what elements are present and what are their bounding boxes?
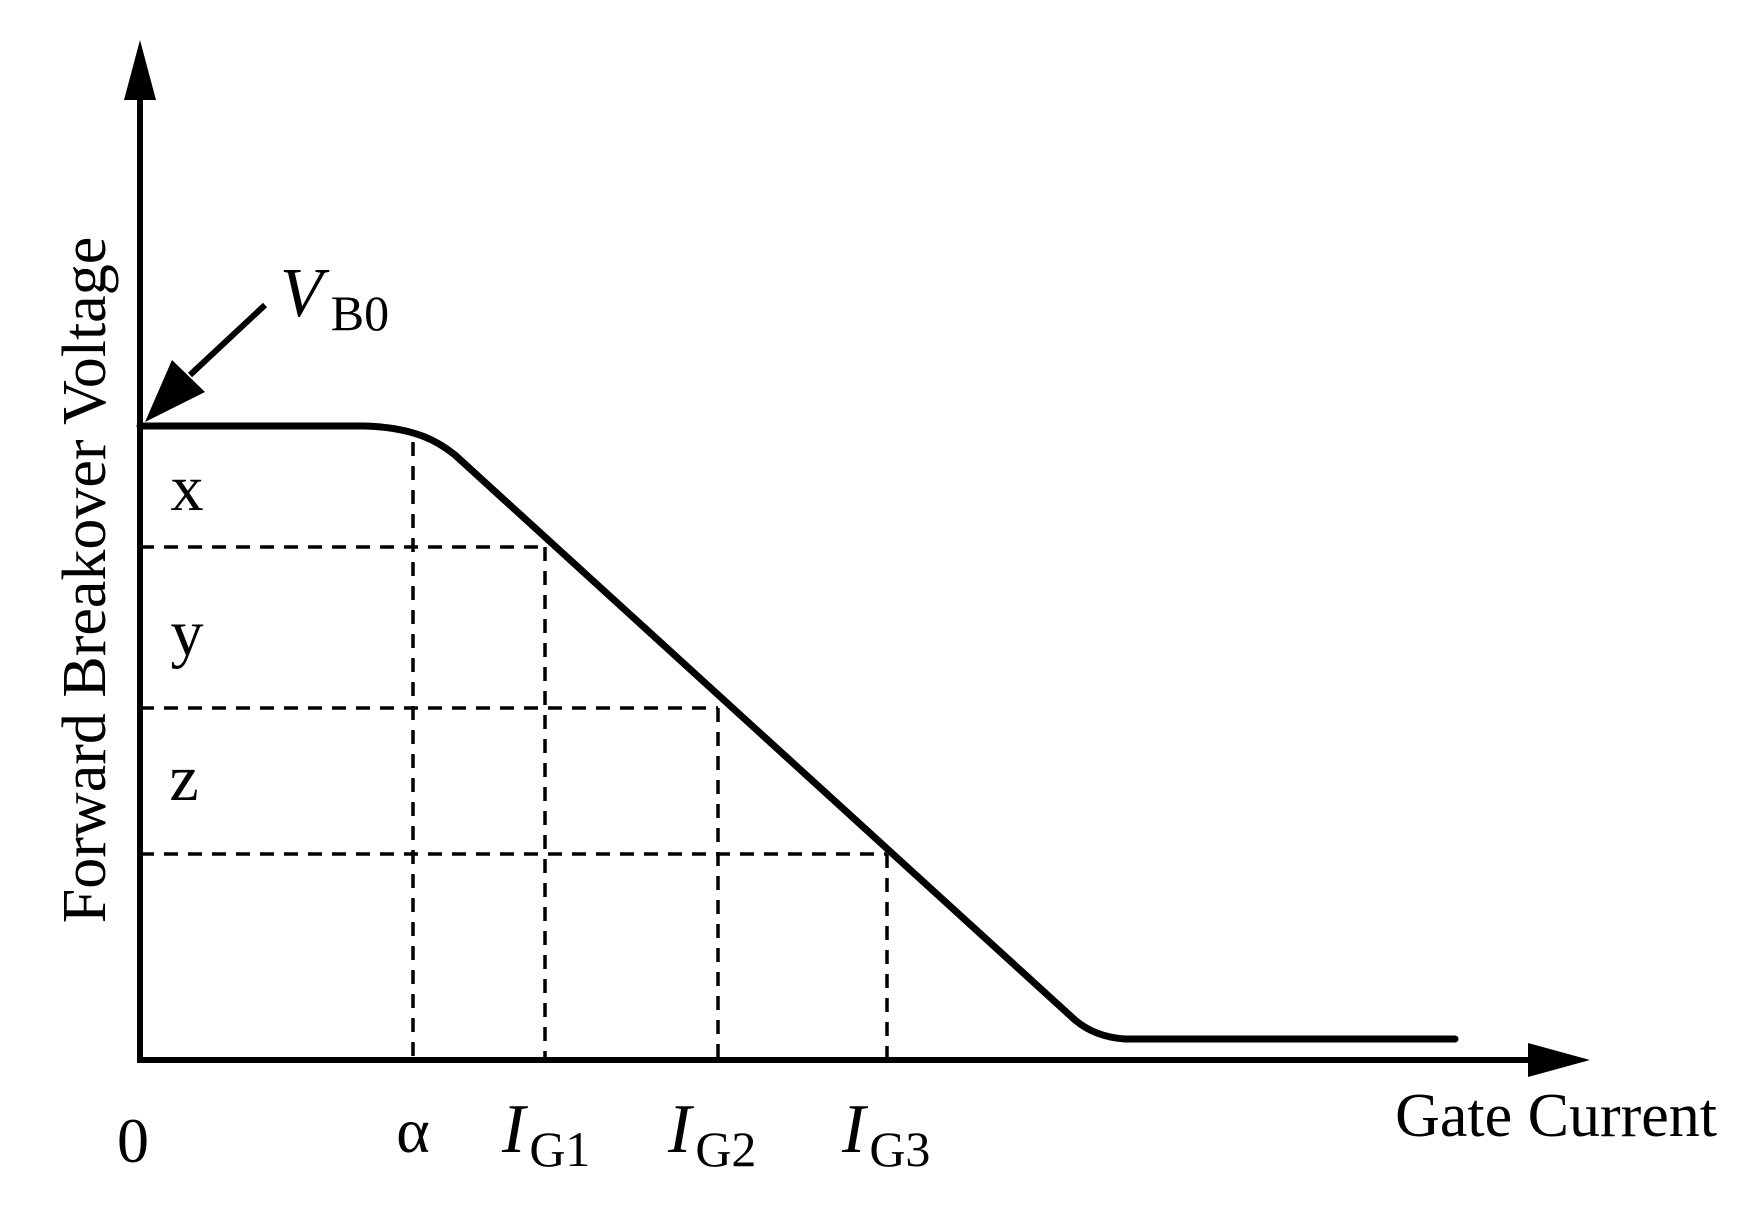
vb0-pointer-arrowhead bbox=[145, 360, 205, 422]
x-tick-ig2-main: I bbox=[667, 1091, 695, 1168]
x-tick-ig1-subscript: G1 bbox=[529, 1121, 590, 1177]
x-tick-ig2: IG2 bbox=[667, 1091, 756, 1177]
y-axis-label: Forward Breakover Voltage bbox=[51, 237, 119, 923]
x-tick-ig3: IG3 bbox=[841, 1091, 930, 1177]
x-tick-ig3-main: I bbox=[841, 1091, 869, 1168]
origin-label: 0 bbox=[117, 1105, 149, 1176]
breakover-curve bbox=[136, 422, 1459, 1043]
x-tick-ig3-subscript: G3 bbox=[869, 1121, 930, 1177]
x-axis-label: Gate Current bbox=[1395, 1082, 1717, 1150]
x-tick-alpha-main: α bbox=[396, 1095, 430, 1166]
x-tick-alpha: α bbox=[396, 1095, 430, 1166]
region-label-z: z bbox=[169, 742, 198, 815]
vb0-main: V bbox=[280, 255, 330, 332]
vb0-pointer-arrow-shaft bbox=[187, 302, 268, 378]
dashed-guides bbox=[140, 442, 889, 1060]
x-tick-ig1: IG1 bbox=[501, 1091, 590, 1177]
x-tick-ig1-main: I bbox=[501, 1091, 529, 1168]
vb0-subscript: B0 bbox=[331, 285, 389, 341]
region-label-x: x bbox=[171, 452, 204, 525]
vb0-label: V B0 bbox=[280, 255, 389, 341]
region-label-y: y bbox=[171, 597, 204, 670]
x-axis-arrowhead bbox=[1528, 1043, 1590, 1077]
x-tick-ig2-subscript: G2 bbox=[695, 1121, 756, 1177]
y-axis-arrowhead bbox=[124, 40, 156, 100]
